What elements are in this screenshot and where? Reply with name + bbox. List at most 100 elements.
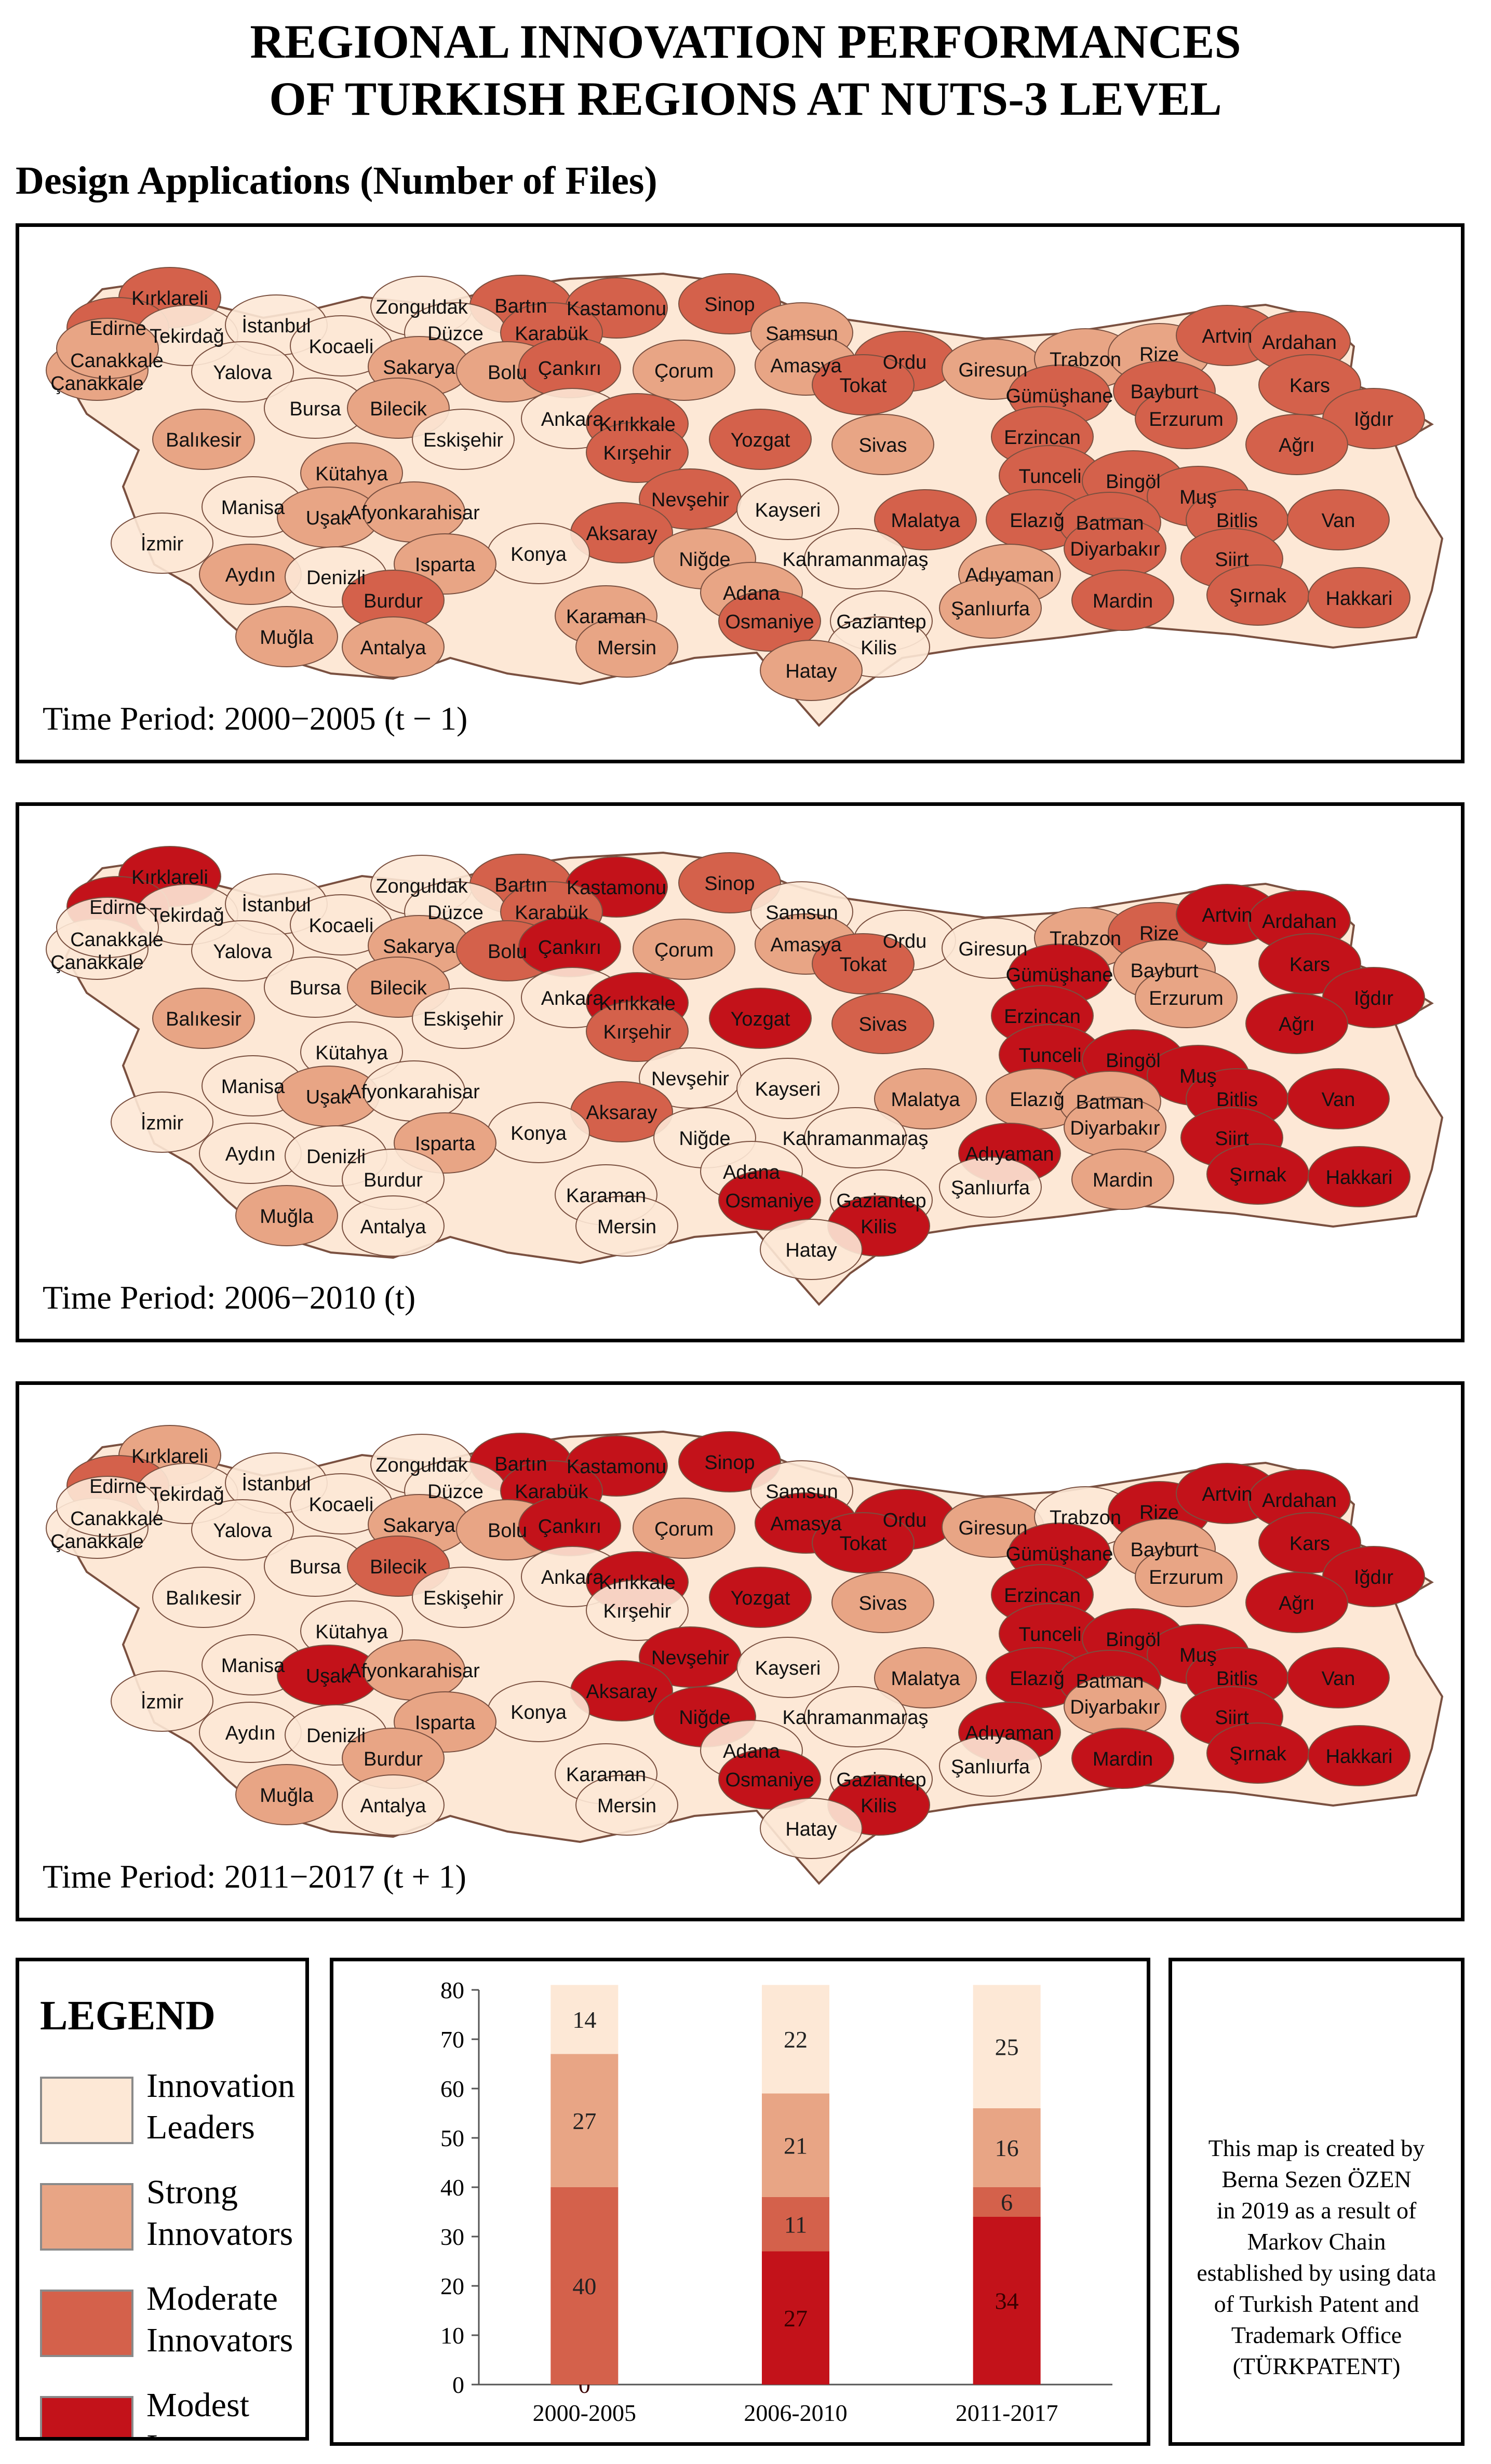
province-label: Balıkesir [166, 1587, 241, 1609]
province-label: Kilis [861, 1795, 897, 1817]
province-label: Bursa [289, 1556, 341, 1578]
province-label: Gaziantep [836, 1769, 926, 1791]
province-label: Malatya [891, 1668, 960, 1690]
province-label: Aksaray [586, 1681, 657, 1703]
province-region [56, 1476, 159, 1537]
province-label: Diyarbakır [1070, 1117, 1160, 1139]
province-label: Adıyaman [965, 564, 1054, 586]
province-region [191, 1499, 294, 1560]
province-region [736, 1637, 839, 1698]
province-label: Burdur [364, 590, 423, 612]
province-label: Tokat [840, 375, 887, 397]
province-region [235, 606, 338, 667]
page-title-line1: REGIONAL INNOVATION PERFORMANCES [250, 15, 1241, 68]
province-label: Kırıkkale [599, 414, 676, 436]
province-label: Sakarya [383, 936, 455, 958]
bar-segment-strong [762, 2093, 829, 2197]
province-label: Konya [511, 544, 567, 565]
province-label: Uşak [306, 1665, 352, 1687]
province-label: Uşak [306, 1086, 352, 1108]
province-label: Kocaeli [309, 336, 374, 358]
legend-label: Innovators [146, 2321, 293, 2359]
province-label: Van [1322, 1668, 1355, 1690]
province-label: Kırşehir [603, 1021, 671, 1043]
province-region [152, 409, 255, 470]
province-region [1308, 1725, 1411, 1786]
province-label: Tunceli [1018, 1045, 1081, 1067]
province-region [1135, 388, 1238, 449]
note-box: This map is created by Berna Sezen ÖZEN … [1168, 1958, 1465, 2446]
province-label: Zonguldak [375, 1455, 468, 1476]
note-line: Trademark Office [1231, 2322, 1402, 2348]
province-region [874, 1647, 977, 1708]
province-label: Yalova [213, 362, 272, 384]
province-label: Mersin [597, 637, 656, 659]
province-label: Osmaniye [725, 1190, 814, 1212]
bar-segment-modest [973, 2217, 1041, 2385]
province-region [1245, 414, 1348, 475]
province-label: Mersin [597, 1795, 656, 1817]
province-label: Elazığ [1010, 510, 1065, 532]
province-region [760, 1798, 863, 1859]
province-region [412, 1567, 515, 1628]
province-label: Karabük [515, 1481, 589, 1503]
province-region [1308, 567, 1411, 628]
province-label: Erzurum [1149, 988, 1224, 1009]
province-region [342, 1774, 445, 1836]
bar-value-label: 40 [572, 2273, 596, 2299]
province-label: Şırnak [1229, 1743, 1287, 1765]
province-label: Burdur [364, 1748, 423, 1770]
province-label: Batman [1076, 1092, 1144, 1113]
bar-segment-leaders [973, 1985, 1041, 2108]
province-region [575, 1774, 678, 1836]
province-label: Kayseri [755, 1658, 821, 1679]
time-period-label: Time Period: 2006−2010 (t) [43, 1279, 416, 1316]
province-region [586, 1001, 689, 1062]
bar-value-label: 6 [1001, 2189, 1013, 2216]
province-label: Çankırı [538, 358, 601, 380]
province-label: Muş [1179, 487, 1217, 508]
province-region [874, 489, 977, 550]
province-label: Gümüşhane [1005, 964, 1113, 986]
province-label: Hatay [785, 1240, 837, 1261]
province-label: Mardin [1093, 590, 1153, 612]
map-panel-2000-2005: Kırklareli Edirne Tekirdağ İstanbul Zongulda… [16, 223, 1465, 763]
province-label: Çankırı [538, 1516, 601, 1538]
province-label: Ankara [541, 1567, 604, 1588]
province-region [586, 1580, 689, 1641]
time-period-label: Time Period: 2011−2017 (t + 1) [43, 1858, 466, 1895]
province-region [831, 414, 934, 475]
province-label: Bayburt [1131, 381, 1199, 403]
province-region [760, 640, 863, 701]
province-label: Denizli [306, 1725, 366, 1747]
province-label: Bursa [289, 977, 341, 999]
province-label: Karaman [566, 1185, 646, 1207]
province-label: Kırıkkale [599, 993, 676, 1015]
province-region [804, 528, 907, 589]
province-label: Kütahya [315, 463, 388, 485]
bar-segment-moderate [762, 2197, 829, 2252]
province-region [939, 1156, 1042, 1218]
province-label: Erzincan [1004, 1585, 1081, 1607]
province-label: Balıkesir [166, 429, 241, 451]
note-line: Berna Sezen ÖZEN [1221, 2166, 1412, 2192]
province-label: Antalya [360, 1795, 427, 1817]
bar-value-label: 14 [572, 2007, 596, 2033]
province-region [1135, 1546, 1238, 1607]
bar-value-label: 16 [995, 2135, 1019, 2161]
province-label: Van [1322, 510, 1355, 532]
province-label: Bolu [488, 941, 527, 963]
province-label: Aydın [225, 1722, 275, 1744]
province-region [342, 616, 445, 678]
province-region [1287, 1068, 1390, 1129]
province-region [191, 920, 294, 981]
legend-label: Innovation [146, 2067, 295, 2105]
province-label: Iğdır [1354, 988, 1393, 1009]
legend-label: Innovators [146, 2215, 293, 2253]
province-label: İzmir [141, 533, 184, 555]
province-label: Artvin [1202, 326, 1252, 347]
province-region [678, 1431, 781, 1492]
province-region [804, 1686, 907, 1747]
province-region [152, 1567, 255, 1628]
province-label: Kahramanmaraş [783, 1707, 929, 1729]
